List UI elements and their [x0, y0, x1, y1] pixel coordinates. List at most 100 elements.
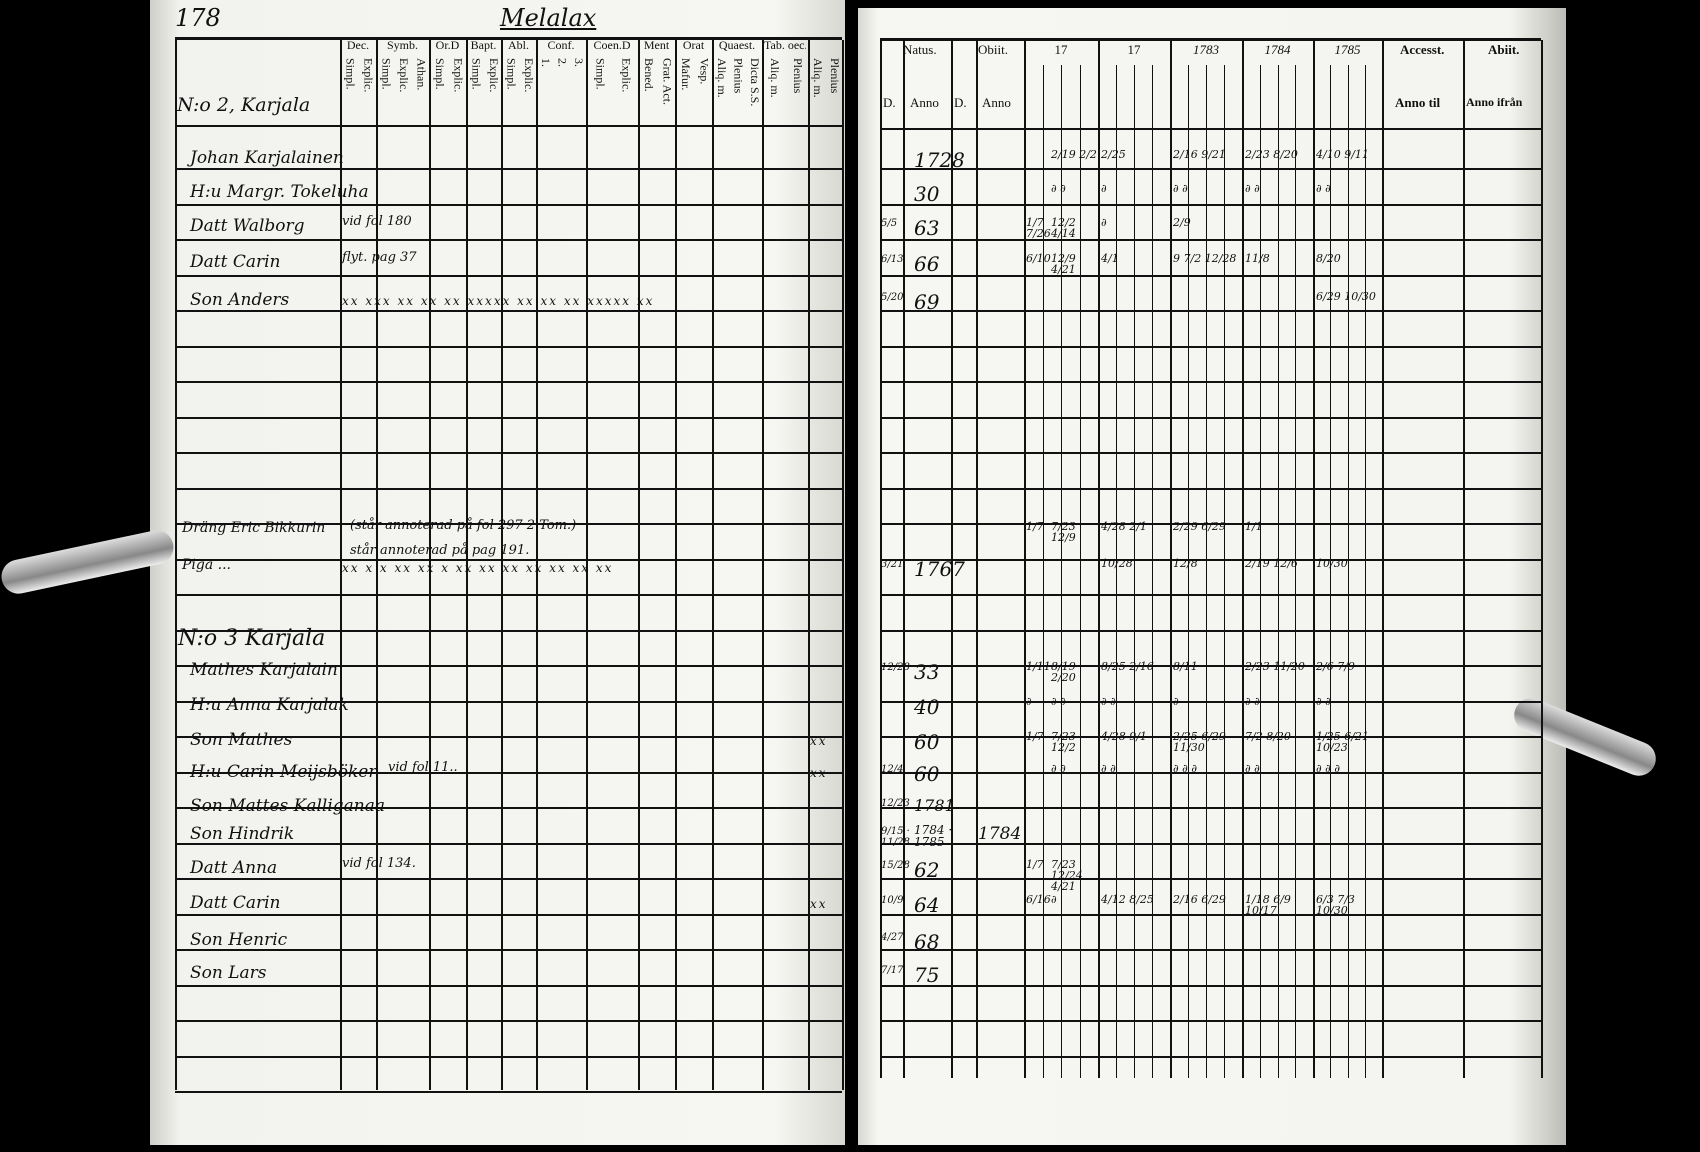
grid-line	[586, 40, 588, 1090]
grid-line	[175, 488, 842, 490]
year-entry: 8/19 2/20	[1051, 660, 1076, 684]
grid-line	[501, 40, 503, 1090]
grid-line	[175, 630, 842, 632]
catechism-marks: xx xxx xx xx xx xxxxx xx xx xx xxxxx xx	[342, 294, 655, 308]
birth-day: 12/28	[881, 662, 910, 673]
birth-year: 69	[914, 290, 940, 314]
grid-line	[880, 381, 1541, 383]
year-entry: 6/10	[1026, 252, 1051, 265]
grid-line	[175, 985, 842, 987]
grid-line	[1042, 65, 1044, 1078]
person-name: Dräng Eric Bikkurin	[182, 520, 326, 536]
birth-year: 60	[914, 762, 940, 786]
year-entry: 6/16	[1026, 893, 1051, 906]
person-name: Son Hindrik	[190, 824, 295, 844]
year-entry: 4/28 9/1	[1101, 730, 1147, 743]
grid-line	[1188, 65, 1189, 1078]
person-name: Datt Carin	[190, 893, 281, 913]
anno-til-header: Anno til	[1395, 95, 1441, 110]
birth-year: 1784 · 1785	[914, 823, 953, 849]
year-entry: ∂ ∂	[1245, 762, 1260, 775]
year-entry: 1/7 7/26	[1026, 216, 1051, 240]
grid-line	[175, 1056, 842, 1058]
year-entry: ∂ ∂	[1245, 695, 1260, 708]
birth-year: 64	[914, 893, 940, 917]
column-group-header: Abl.	[508, 38, 529, 52]
person-name: Son Henric	[190, 930, 288, 950]
column-subheader: Aliq. m.	[768, 58, 782, 98]
column-subheader: Athan.	[414, 58, 429, 91]
year-entry: 1/1	[1245, 520, 1263, 533]
row-note: vid fol 180	[342, 214, 412, 229]
grid-line	[880, 310, 1541, 312]
birth-year: 62	[914, 858, 940, 882]
grid-line	[175, 1091, 842, 1093]
person-name: Johan Karjalainen	[190, 148, 344, 168]
person-name: H:u Margr. Tokeluha	[190, 182, 369, 202]
year-entry: 1/25 6/21 10/23	[1316, 730, 1369, 754]
year-entry: 11/8	[1245, 252, 1270, 265]
year-entry: ∂ ∂	[1245, 182, 1260, 195]
grid-line	[175, 239, 842, 241]
year-entry: ∂ ∂	[1051, 762, 1066, 775]
grid-line	[175, 310, 842, 312]
year-entry: ∂	[1101, 182, 1107, 195]
grid-line	[536, 40, 538, 1090]
column-subheader: Explic.	[361, 58, 376, 93]
catechism-marks: xx	[810, 897, 828, 911]
column-subheader: D.	[954, 95, 967, 110]
grid-line	[1079, 65, 1081, 1078]
grid-line	[880, 275, 1541, 277]
grid-line	[1295, 65, 1297, 1078]
column-subheader: Explic.	[397, 58, 411, 93]
catechism-marks: xx	[810, 734, 828, 748]
grid-line	[175, 452, 842, 454]
birth-day: 5/5	[881, 218, 898, 229]
grid-line	[880, 38, 1541, 41]
person-name: Son Mattes Kalliganaa	[190, 796, 386, 816]
year-entry: 2/23 8/20	[1245, 148, 1298, 161]
column-subheader: Simpl.	[343, 58, 358, 90]
page-number: 178	[175, 4, 221, 32]
grid-line	[880, 878, 1541, 880]
grid-line	[175, 843, 842, 845]
year-entry: 4/12 8/25	[1101, 893, 1154, 906]
column-group-header: Tab. oec.	[764, 38, 806, 52]
column-subheader: Grat. Act.	[660, 58, 675, 105]
grid-line	[880, 914, 1541, 916]
year-entry: 8/25 2/16	[1101, 660, 1154, 673]
column-group-header: Coen.D	[593, 38, 631, 52]
death-year: 1784	[978, 824, 1022, 844]
birth-year: 33	[914, 660, 940, 684]
grid-line	[1364, 65, 1366, 1078]
year-entry: 8/11	[1173, 660, 1198, 673]
person-name: H:u Carin Meijsböker	[190, 762, 377, 782]
year-entry: 2/6 7/9	[1316, 660, 1355, 673]
column-group-header: Orat	[682, 38, 705, 52]
grid-line	[1134, 65, 1135, 1078]
person-name: H:u Anna Karjalak	[190, 695, 349, 715]
grid-line	[1116, 65, 1117, 1078]
year-entry: 7/2 8/20	[1245, 730, 1291, 743]
grid-line	[675, 40, 677, 1090]
birth-year: 66	[914, 252, 940, 276]
grid-line	[175, 168, 842, 170]
grid-line	[842, 40, 844, 1090]
year-entry: ∂	[1026, 695, 1032, 708]
grid-line	[1330, 65, 1332, 1078]
abiit-header: Abiit.	[1488, 42, 1520, 57]
year-entry: 4/28 2/1	[1101, 520, 1147, 533]
year-entry: 1/7	[1026, 520, 1044, 533]
birth-day: 6/13	[881, 254, 904, 265]
row-note: står annoterad på pag 191.	[350, 543, 530, 558]
grid-line	[175, 594, 842, 596]
birth-year: 1781	[914, 796, 955, 815]
column-subheader: Dicta S.S.	[748, 58, 763, 107]
year-entry: 6/3 7/3 10/30	[1316, 893, 1355, 917]
column-group-header: Ment	[643, 38, 670, 52]
grid-line	[880, 346, 1541, 348]
year-entry: 7/23 12/2	[1051, 730, 1076, 754]
grid-line	[880, 523, 1541, 525]
grid-line	[880, 168, 1541, 170]
year-header: 1784	[1264, 42, 1291, 57]
